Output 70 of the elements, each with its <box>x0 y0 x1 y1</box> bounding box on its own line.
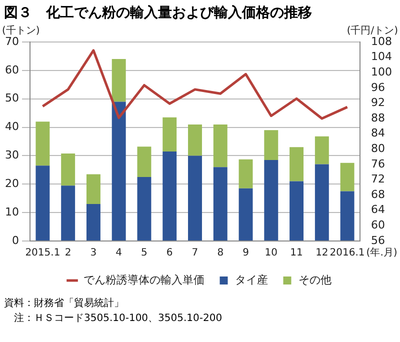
x-tick-label: 5 <box>141 248 148 259</box>
y2-tick-label: 104 <box>371 50 392 64</box>
y2-tick-label: 100 <box>371 65 392 78</box>
y-tick-label: 40 <box>4 120 19 134</box>
x-tick-label: 7 <box>192 248 198 259</box>
bar <box>112 59 126 102</box>
x-tick-label: 6 <box>166 248 173 259</box>
text: 注：ＨＳコード3505.10-100、3505.10-200 <box>13 312 224 326</box>
y-tick-label: 0 <box>12 234 19 247</box>
bar <box>264 160 278 240</box>
bar <box>36 166 50 240</box>
y2-tick-label: 60 <box>371 218 385 232</box>
x-tick-label: 2015.1 <box>25 248 60 259</box>
bar <box>314 136 329 164</box>
bar <box>213 124 228 168</box>
y2-tick-label: 76 <box>371 157 385 170</box>
bar <box>162 151 177 240</box>
bar <box>36 122 50 166</box>
bar <box>137 177 152 240</box>
x-axis-title: (年.月) <box>366 246 398 259</box>
x-tick-label: 4 <box>116 248 122 259</box>
y2-tick-label: 56 <box>371 234 385 247</box>
bar <box>137 146 152 178</box>
bar <box>188 124 202 156</box>
x-tick-label: 2016.1 <box>330 248 365 259</box>
x-tick-label: 3 <box>90 248 97 259</box>
x-tick-label: 2 <box>64 248 72 259</box>
bar <box>238 188 253 240</box>
y2-tick-label: 92 <box>371 96 385 110</box>
bar <box>86 204 100 240</box>
y-tick-label: 60 <box>4 63 19 76</box>
bar <box>238 159 253 188</box>
legend-label: でん粉誘導体の輸入単価 <box>83 273 204 286</box>
x-tick-label: 9 <box>242 248 249 259</box>
bar <box>86 174 100 204</box>
y-tick-label: 30 <box>4 148 19 162</box>
y2-tick-label: 84 <box>371 126 385 140</box>
bar <box>314 164 329 240</box>
y2-tick-label: 88 <box>371 111 385 124</box>
legend-label: その他 <box>298 273 332 286</box>
bar <box>290 147 304 182</box>
chart-title: 図３ 化工でん粉の輸入量および輸入価格の推移 <box>3 4 313 23</box>
x-tick-label: 11 <box>290 248 303 259</box>
y-tick-label: 70 <box>4 34 19 48</box>
bar <box>61 186 76 240</box>
y-tick-label: 50 <box>4 92 19 105</box>
bar <box>61 153 76 186</box>
bar <box>290 181 304 240</box>
y2-tick-label: 80 <box>371 142 385 156</box>
y2-tick-label: 64 <box>371 203 385 216</box>
bar <box>188 156 202 240</box>
bar <box>264 130 278 160</box>
bar <box>162 117 177 152</box>
text: 資料：財務省「貿易統計」 <box>4 296 125 311</box>
y-tick-label: 10 <box>4 205 19 218</box>
bar <box>340 191 354 240</box>
y2-tick-label: 108 <box>371 34 392 48</box>
y2-tick-label: 72 <box>371 172 385 186</box>
bar <box>112 102 126 240</box>
bar <box>340 162 354 192</box>
x-tick-label: 10 <box>264 248 278 259</box>
y2-tick-label: 96 <box>371 80 385 94</box>
x-tick-label: 8 <box>217 248 224 259</box>
y2-axis-title: (千円/トン) <box>346 24 398 37</box>
bar <box>213 167 228 240</box>
legend-label: タイ産 <box>234 273 268 286</box>
y-axis-title: (千トン) <box>2 24 40 37</box>
x-tick-label: 12 <box>316 248 328 259</box>
y2-tick-label: 68 <box>371 188 385 201</box>
y-tick-label: 20 <box>4 177 19 190</box>
